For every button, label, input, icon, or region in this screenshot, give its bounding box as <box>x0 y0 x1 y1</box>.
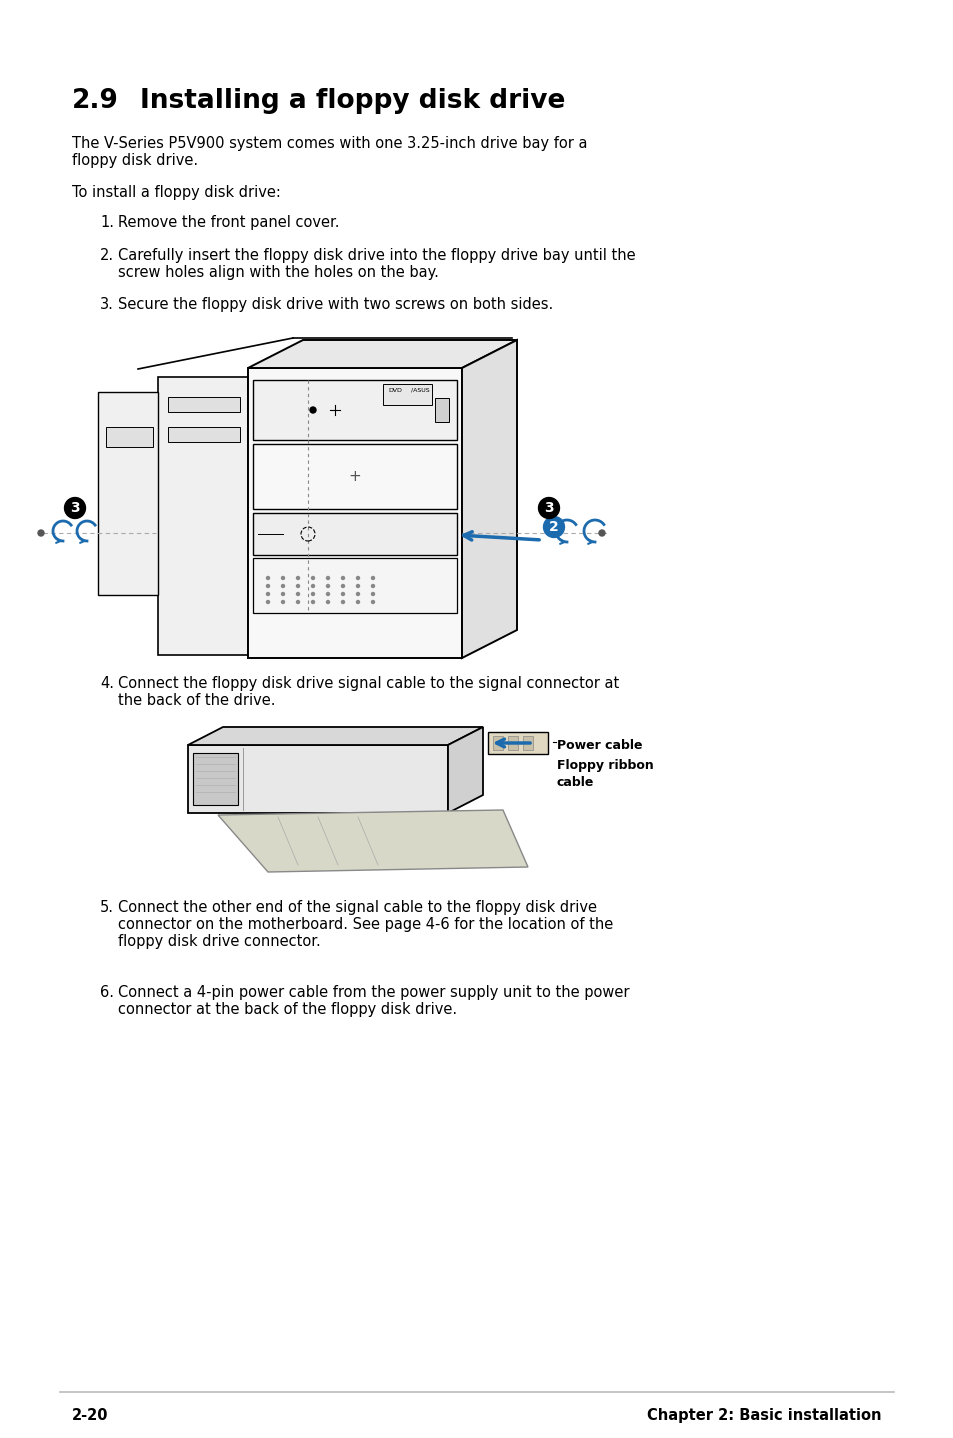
Text: Installing a floppy disk drive: Installing a floppy disk drive <box>140 88 565 114</box>
Circle shape <box>326 592 329 595</box>
Circle shape <box>312 601 314 604</box>
Circle shape <box>281 577 284 580</box>
Polygon shape <box>188 728 482 745</box>
Text: To install a floppy disk drive:: To install a floppy disk drive: <box>71 186 280 200</box>
Polygon shape <box>98 393 158 595</box>
Text: 3: 3 <box>543 500 554 515</box>
Text: Carefully insert the floppy disk drive into the floppy drive bay until the: Carefully insert the floppy disk drive i… <box>118 247 635 263</box>
Polygon shape <box>493 736 502 751</box>
Text: Power cable: Power cable <box>557 739 641 752</box>
Circle shape <box>356 601 359 604</box>
Text: connector on the motherboard. See page 4-6 for the location of the: connector on the motherboard. See page 4… <box>118 917 613 932</box>
Text: Floppy ribbon
cable: Floppy ribbon cable <box>557 759 653 789</box>
Text: 2.: 2. <box>100 247 114 263</box>
Circle shape <box>356 592 359 595</box>
Circle shape <box>281 601 284 604</box>
Circle shape <box>371 584 375 588</box>
Circle shape <box>326 584 329 588</box>
Circle shape <box>296 584 299 588</box>
Circle shape <box>356 584 359 588</box>
Polygon shape <box>218 810 527 871</box>
Circle shape <box>266 601 269 604</box>
Text: Connect a 4-pin power cable from the power supply unit to the power: Connect a 4-pin power cable from the pow… <box>118 985 629 999</box>
Circle shape <box>266 584 269 588</box>
Circle shape <box>326 577 329 580</box>
Circle shape <box>341 584 344 588</box>
Text: 3.: 3. <box>100 298 113 312</box>
Text: 2-20: 2-20 <box>71 1408 109 1424</box>
Text: The V-Series P5V900 system comes with one 3.25-inch drive bay for a: The V-Series P5V900 system comes with on… <box>71 137 587 151</box>
Text: Connect the other end of the signal cable to the floppy disk drive: Connect the other end of the signal cabl… <box>118 900 597 915</box>
Polygon shape <box>193 754 237 805</box>
Text: Remove the front panel cover.: Remove the front panel cover. <box>118 216 339 230</box>
Circle shape <box>281 592 284 595</box>
Text: the back of the drive.: the back of the drive. <box>118 693 275 707</box>
Polygon shape <box>488 732 547 754</box>
Circle shape <box>296 577 299 580</box>
Polygon shape <box>435 398 449 421</box>
Text: 3: 3 <box>71 500 80 515</box>
Text: 2.9: 2.9 <box>71 88 119 114</box>
Circle shape <box>312 577 314 580</box>
Polygon shape <box>188 745 448 812</box>
Text: 2: 2 <box>549 521 558 533</box>
Text: Secure the floppy disk drive with two screws on both sides.: Secure the floppy disk drive with two sc… <box>118 298 553 312</box>
Text: Connect the floppy disk drive signal cable to the signal connector at: Connect the floppy disk drive signal cab… <box>118 676 618 692</box>
Text: 6.: 6. <box>100 985 113 999</box>
Polygon shape <box>248 368 461 659</box>
Text: +: + <box>348 469 361 485</box>
Polygon shape <box>253 513 456 555</box>
Circle shape <box>341 577 344 580</box>
Circle shape <box>598 531 604 536</box>
Circle shape <box>281 584 284 588</box>
Polygon shape <box>248 339 517 368</box>
Circle shape <box>312 592 314 595</box>
Text: 1.: 1. <box>100 216 113 230</box>
Circle shape <box>326 601 329 604</box>
Circle shape <box>341 592 344 595</box>
Polygon shape <box>507 736 517 751</box>
Text: floppy disk drive.: floppy disk drive. <box>71 152 198 168</box>
Polygon shape <box>461 339 517 659</box>
Circle shape <box>296 601 299 604</box>
Circle shape <box>371 601 375 604</box>
Circle shape <box>310 407 315 413</box>
Polygon shape <box>158 377 248 654</box>
Circle shape <box>266 577 269 580</box>
Circle shape <box>312 584 314 588</box>
Circle shape <box>296 592 299 595</box>
Polygon shape <box>253 380 456 440</box>
Polygon shape <box>382 384 432 406</box>
Text: Chapter 2: Basic installation: Chapter 2: Basic installation <box>647 1408 882 1424</box>
Circle shape <box>371 592 375 595</box>
Circle shape <box>266 592 269 595</box>
Circle shape <box>341 601 344 604</box>
Text: connector at the back of the floppy disk drive.: connector at the back of the floppy disk… <box>118 1002 456 1017</box>
Text: 5.: 5. <box>100 900 113 915</box>
Polygon shape <box>168 427 240 441</box>
Polygon shape <box>253 558 456 613</box>
Text: screw holes align with the holes on the bay.: screw holes align with the holes on the … <box>118 265 438 280</box>
Text: 4.: 4. <box>100 676 113 692</box>
Text: floppy disk drive connector.: floppy disk drive connector. <box>118 935 320 949</box>
Polygon shape <box>106 427 152 447</box>
Text: DVD: DVD <box>388 388 401 393</box>
Polygon shape <box>448 728 482 812</box>
Circle shape <box>371 577 375 580</box>
Circle shape <box>356 577 359 580</box>
Polygon shape <box>522 736 533 751</box>
Text: /ASUS: /ASUS <box>411 388 429 393</box>
Circle shape <box>38 531 44 536</box>
Polygon shape <box>168 397 240 413</box>
Polygon shape <box>253 444 456 509</box>
